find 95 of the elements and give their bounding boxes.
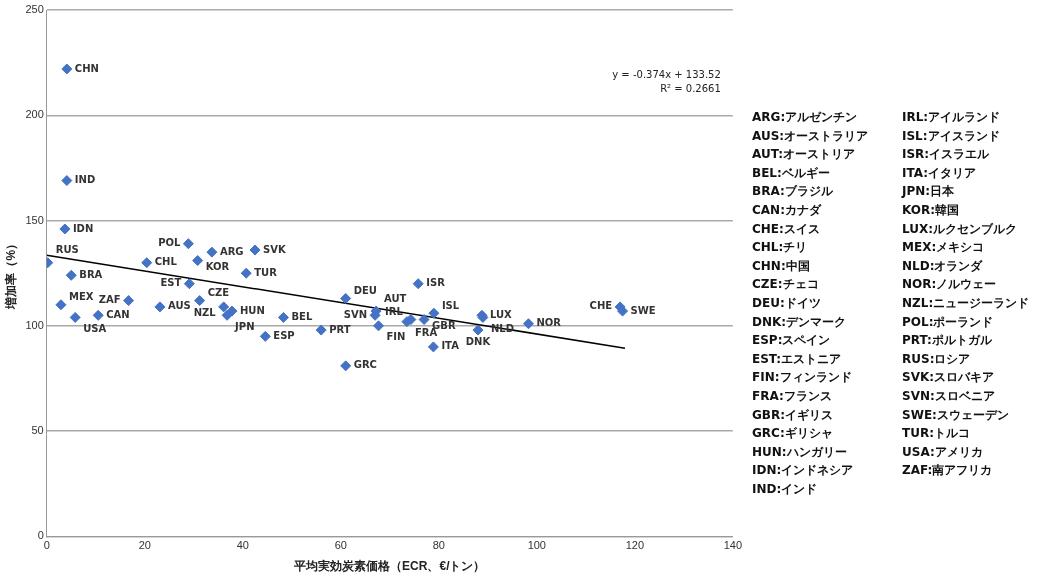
- series-label: KOR: [205, 261, 230, 273]
- series-label: NOR: [536, 317, 562, 329]
- text: BRA:ブラジル: [752, 183, 834, 201]
- series-label: BEL: [291, 311, 313, 323]
- series-label: ARG: [219, 245, 244, 257]
- text: LUX:ルクセンブルク: [902, 220, 1018, 238]
- series-label: CAN: [106, 308, 130, 320]
- y-tick-label: 0: [37, 529, 44, 542]
- y-tick-label: 250: [25, 3, 44, 16]
- y-tick-label: 150: [25, 213, 44, 226]
- text: TUR:トルコ: [902, 425, 971, 443]
- x-tick-label: 140: [723, 539, 742, 552]
- series-label: ISL: [441, 299, 460, 311]
- text: DEU:ドイツ: [752, 294, 822, 312]
- y-tick-label: 50: [31, 424, 44, 437]
- text: ISL:アイスランド: [902, 127, 1001, 145]
- text: SVN:スロベニア: [902, 387, 996, 405]
- text: BEL:ベルギー: [752, 164, 831, 182]
- text: NOR:ノルウェー: [902, 276, 998, 294]
- text: KOR:韓国: [902, 201, 960, 219]
- text: DNK:デンマーク: [752, 313, 848, 331]
- series-label: IDN: [72, 222, 94, 234]
- text: MEX:メキシコ: [902, 239, 986, 257]
- text: IND:インド: [752, 480, 819, 498]
- series-label: LUX: [489, 308, 513, 320]
- y-tick-label: 200: [25, 108, 44, 121]
- series-label: JPN: [234, 320, 255, 332]
- x-tick-label: 120: [625, 539, 644, 552]
- x-tick-label: 100: [527, 539, 546, 552]
- series-label: CHN: [74, 62, 99, 74]
- text: NLD:オランダ: [902, 257, 984, 275]
- text: CAN:カナダ: [752, 201, 823, 219]
- series-label: DEU: [353, 285, 377, 297]
- series-label: NZL: [193, 307, 217, 319]
- series-label: AUT: [384, 292, 407, 304]
- text: EST:エストニア: [752, 350, 843, 368]
- text: JPN:日本: [902, 183, 956, 201]
- text: ISR:イスラエル: [902, 146, 991, 164]
- text: FRA:フランス: [752, 387, 833, 405]
- series-label: ITA: [441, 340, 460, 352]
- series-label: BRA: [79, 268, 103, 280]
- text: FIN:フィンランド: [752, 369, 853, 387]
- series-label: MEX: [68, 291, 94, 303]
- text: ESP:スペイン: [752, 332, 832, 350]
- x-tick-label: 80: [432, 539, 445, 552]
- text: ZAF:南アフリカ: [902, 462, 994, 480]
- series-label: SWE: [630, 304, 656, 316]
- text: CHL:チリ: [752, 239, 809, 257]
- series-label: PRT: [329, 323, 351, 335]
- x-tick-label: 60: [334, 539, 347, 552]
- series-label: USA: [83, 323, 107, 335]
- series-label: TUR: [254, 266, 278, 278]
- series-label: DNK: [465, 335, 492, 347]
- series-label: ZAF: [98, 294, 121, 306]
- series-label: POL: [158, 237, 182, 249]
- text: USA:アメリカ: [902, 443, 984, 461]
- annotation: R² = 0.2661: [660, 82, 721, 94]
- text: RUS:ロシア: [902, 350, 972, 368]
- text: PRT:ポルトガル: [902, 332, 993, 350]
- text: ITA:イタリア: [902, 164, 978, 182]
- series-label: GRC: [353, 359, 377, 371]
- series-label: RUS: [55, 244, 79, 256]
- text: HUN:ハンガリー: [752, 443, 848, 461]
- text: SVK:スロバキア: [902, 369, 996, 387]
- series-label: ISR: [426, 277, 446, 289]
- series-label: EST: [160, 277, 182, 289]
- text: SWE:スウェーデン: [902, 406, 1010, 424]
- text: ARG:アルゼンチン: [752, 109, 859, 126]
- x-tick-label: 40: [236, 539, 249, 552]
- text: CZE:チェコ: [752, 276, 820, 294]
- series-label: AUS: [167, 300, 191, 312]
- text: CHN:中国: [752, 257, 811, 275]
- series-label: ESP: [273, 329, 295, 341]
- text: GBR:イギリス: [752, 406, 835, 424]
- text: CHE:スイス: [752, 220, 821, 238]
- text: IDN:インドネシア: [752, 462, 855, 480]
- text: AUT:オーストリア: [752, 146, 856, 164]
- x-axis-title: 平均実効炭素価格（ECR、€/トン）: [293, 559, 486, 574]
- annotation: y = -0.374x + 133.52: [612, 68, 721, 80]
- series-label: FIN: [386, 331, 406, 343]
- text: IRL:アイルランド: [902, 109, 1002, 126]
- series-label: CHE: [589, 300, 613, 312]
- text: GRC:ギリシャ: [752, 425, 834, 443]
- series-label: SVK: [263, 243, 287, 255]
- y-axis-title: 増加率（%）: [3, 237, 18, 310]
- text: AUS:オーストラリア: [752, 127, 870, 145]
- series-label: CZE: [207, 287, 230, 299]
- x-tick-label: 20: [138, 539, 151, 552]
- series-label: HUN: [239, 304, 265, 316]
- series-label: SVN: [343, 308, 368, 320]
- text: POL:ポーランド: [902, 313, 995, 331]
- series-label: IND: [74, 174, 96, 186]
- y-tick-label: 100: [25, 318, 44, 331]
- text: NZL:ニュージーランド: [902, 294, 1031, 312]
- series-label: CHL: [154, 256, 178, 268]
